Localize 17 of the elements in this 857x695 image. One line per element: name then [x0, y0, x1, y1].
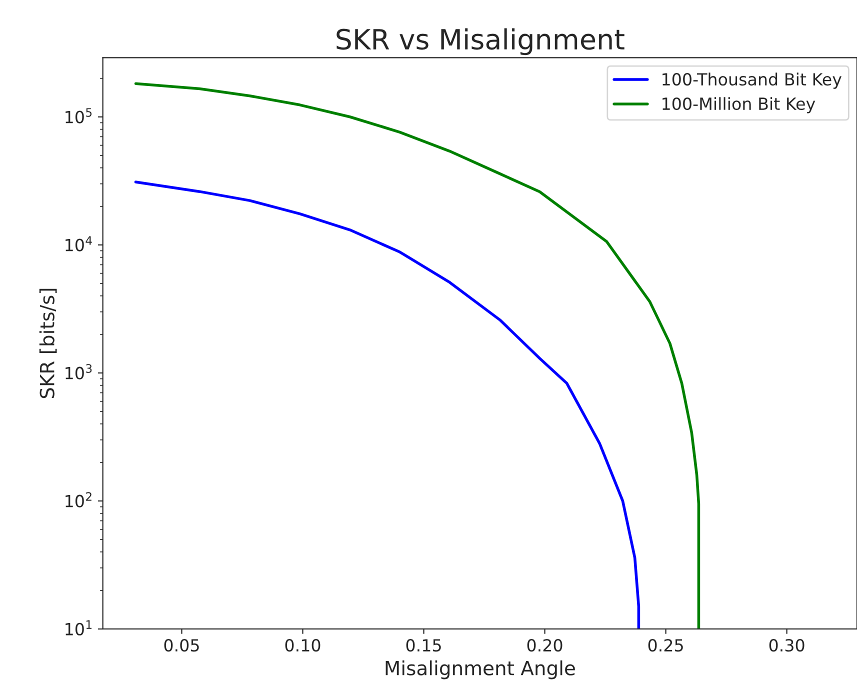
- y-axis-title: SKR [bits/s]: [39, 288, 57, 398]
- x-tick-label: 0.15: [406, 638, 441, 652]
- y-tick-label: 10$^{5}$: [66, 108, 92, 124]
- y-tick-label: 10$^{2}$: [66, 492, 92, 508]
- y-tick-label: 10$^{3}$: [66, 364, 92, 380]
- x-tick-label: 0.30: [769, 638, 804, 652]
- x-tick-label: 0.05: [164, 638, 199, 652]
- x-axis-title: Misalignment Angle: [386, 660, 575, 680]
- legend-label: 100-Thousand Bit Key: [662, 72, 842, 89]
- x-tick-label: 0.10: [285, 638, 320, 652]
- x-tick-label: 0.25: [648, 638, 683, 652]
- legend-label: 100-Million Bit Key: [662, 97, 816, 114]
- y-tick-label: 10$^{4}$: [66, 236, 92, 252]
- y-tick-label: 10$^{1}$: [66, 620, 92, 636]
- x-tick-label: 0.20: [527, 638, 562, 652]
- chart-title: SKR vs Misalignment: [336, 28, 624, 56]
- line-series: [134, 180, 640, 629]
